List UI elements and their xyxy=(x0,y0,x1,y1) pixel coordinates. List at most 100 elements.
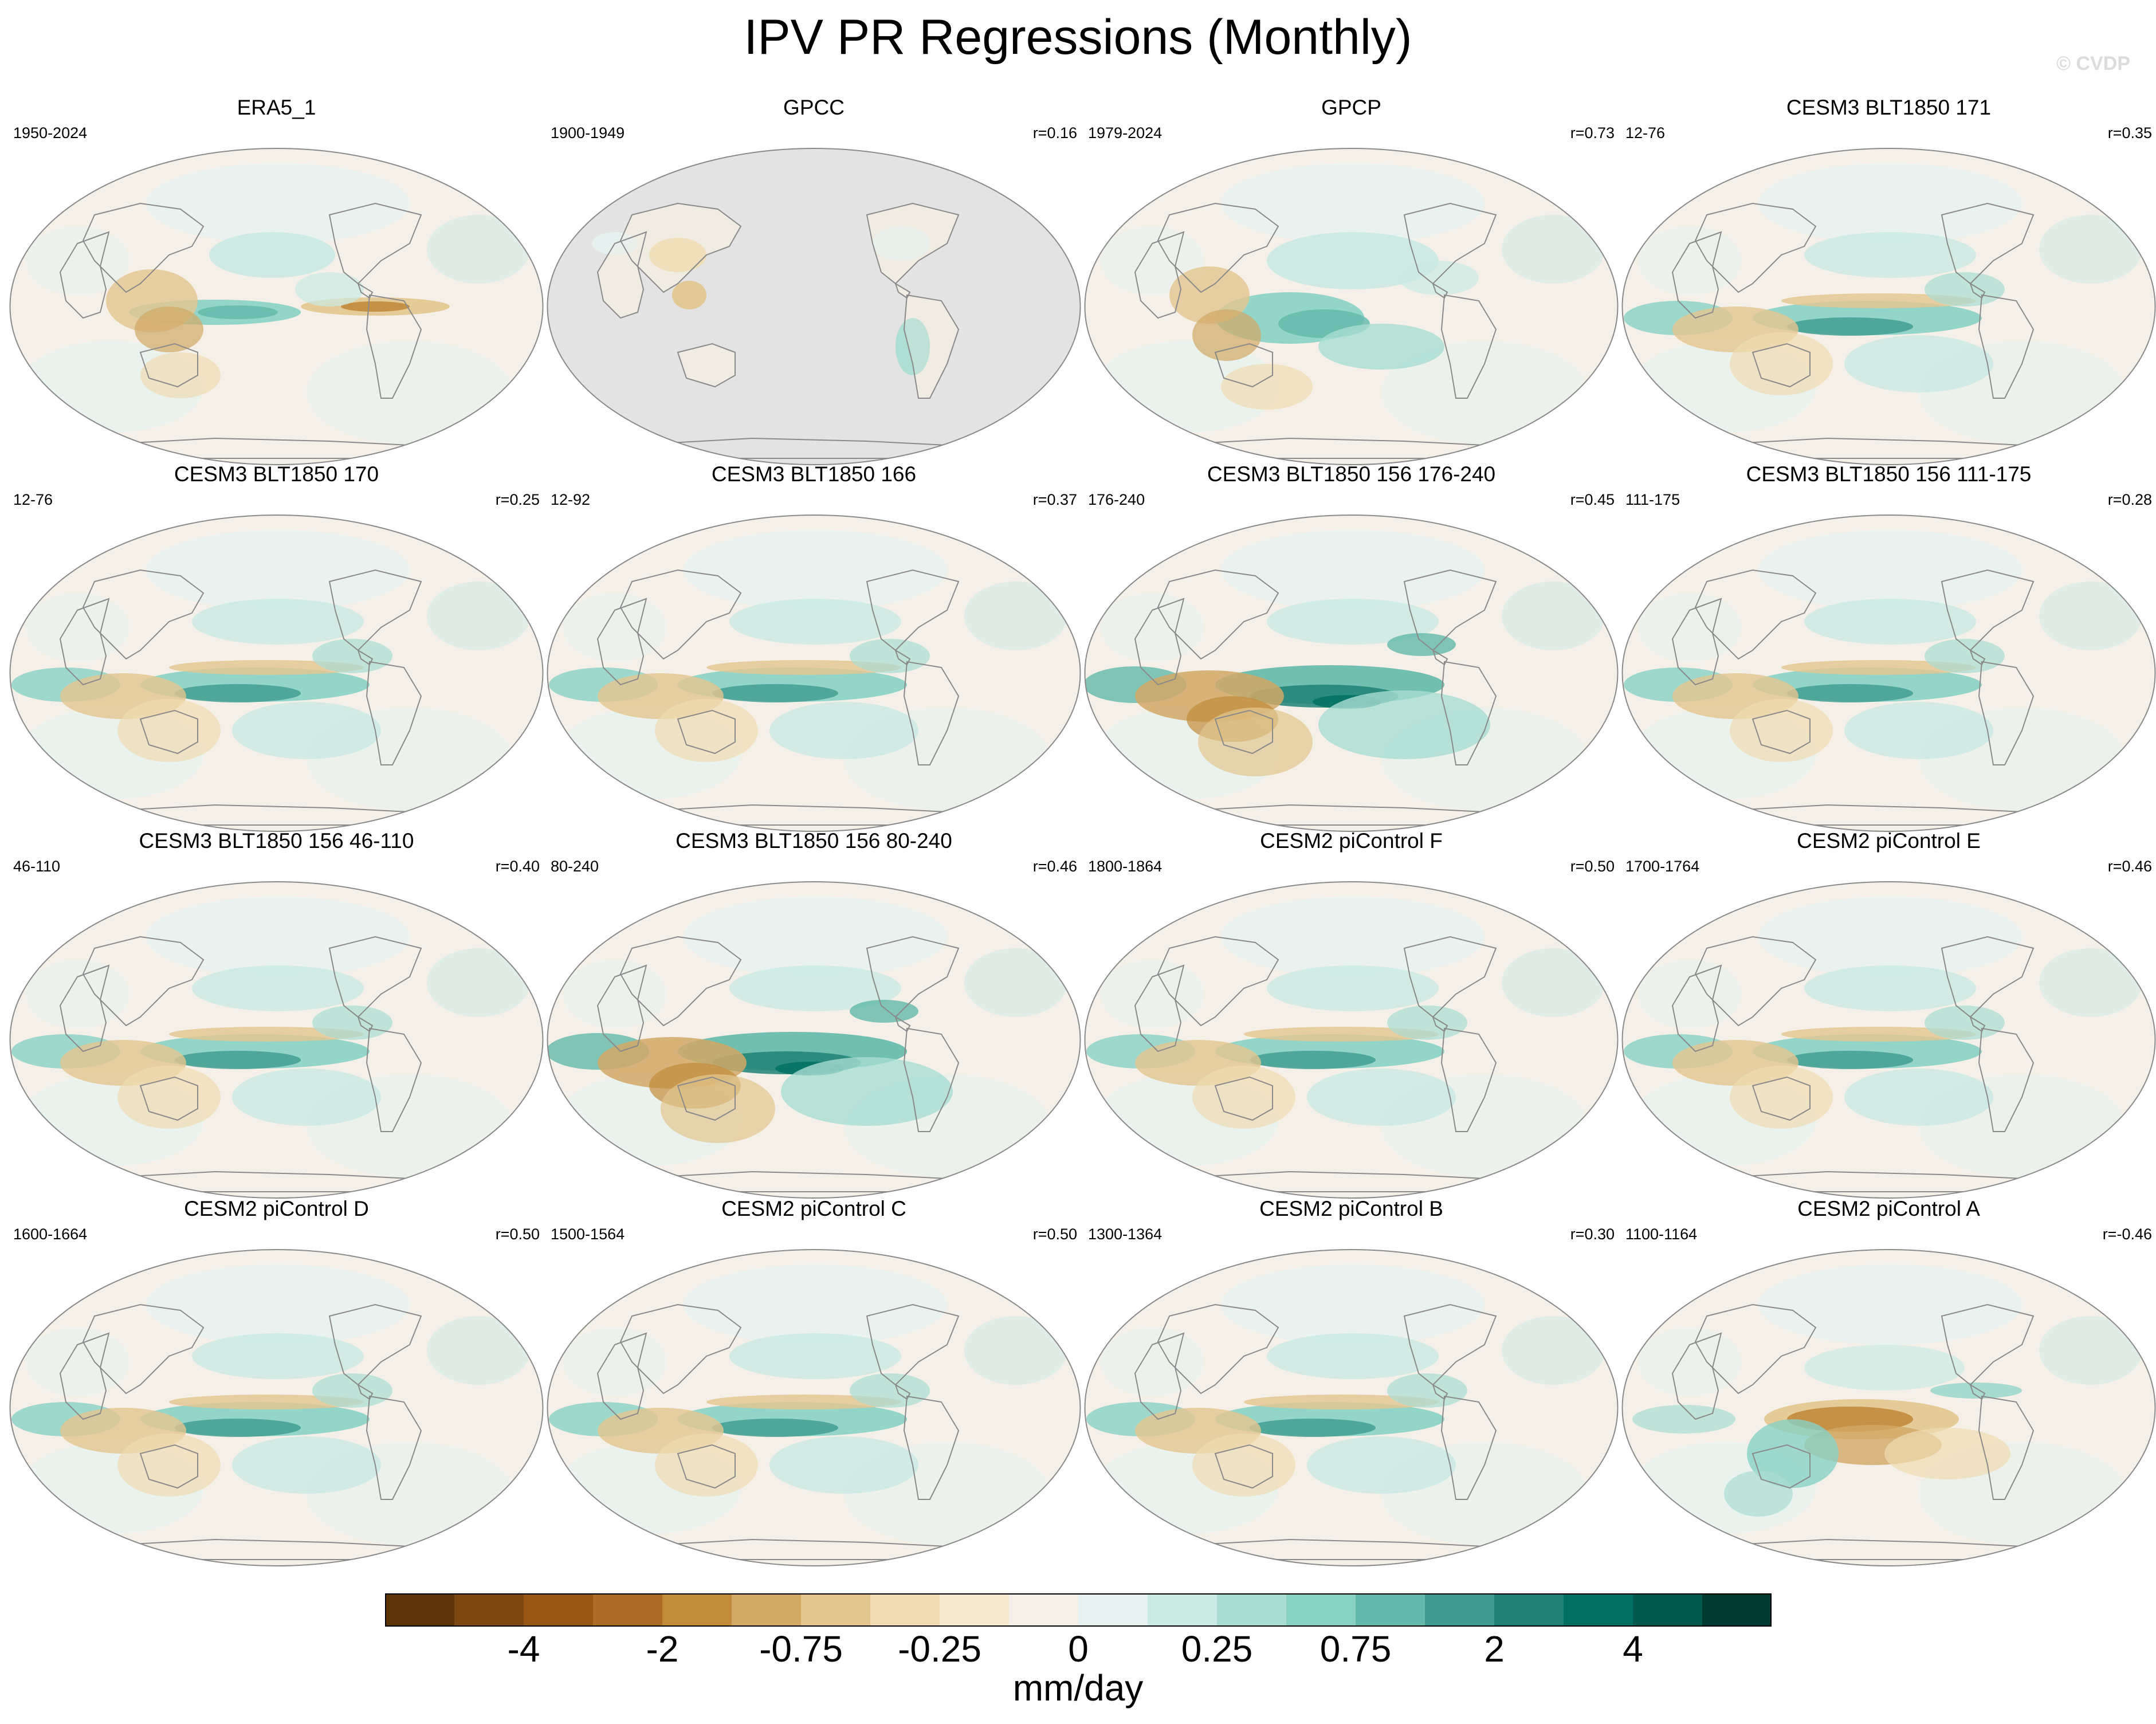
anomaly-region xyxy=(295,272,364,307)
coastline xyxy=(1694,569,1817,660)
colorbar-segment xyxy=(662,1593,732,1627)
colorbar-tick-label: -0.75 xyxy=(759,1628,843,1670)
anomaly-region xyxy=(169,1395,364,1409)
coastline xyxy=(1694,202,1817,293)
coastline xyxy=(139,1076,198,1121)
anomaly-region xyxy=(169,1027,364,1042)
anomaly-region xyxy=(1724,1471,1793,1517)
colorbar-segment xyxy=(732,1593,802,1627)
panel-correlation: r=0.35 xyxy=(2107,124,2152,142)
panel-title: CESM2 piControl B xyxy=(1259,1197,1443,1220)
anomaly-region xyxy=(146,897,410,977)
map-panel: CESM2 piControl B 1300-1364 r=0.30 xyxy=(1083,1197,1619,1568)
panel-title: CESM3 BLT1850 170 xyxy=(174,462,379,486)
coastline xyxy=(1403,936,1497,1018)
panel-correlation: r=0.46 xyxy=(1032,858,1077,875)
colorbar-segment xyxy=(1564,1593,1633,1627)
land-area xyxy=(896,284,910,298)
anomaly-region xyxy=(684,1264,947,1345)
map-panel: ERA5_1 1950-2024 xyxy=(9,96,544,467)
colorbar-segment xyxy=(1217,1593,1287,1627)
coastline xyxy=(328,1303,422,1386)
anomaly-region xyxy=(1844,702,1993,759)
colorbar-segment xyxy=(1148,1593,1218,1627)
coastline xyxy=(894,282,911,299)
map-panel: CESM3 BLT1850 166 12-92 r=0.37 xyxy=(546,462,1082,834)
panel-years: 46-110 xyxy=(13,858,61,875)
colorbar-segment xyxy=(1009,1593,1079,1627)
panel-years: 12-76 xyxy=(13,491,53,508)
anomaly-region xyxy=(1502,215,1605,284)
panel-title: CESM2 piControl C xyxy=(721,1197,906,1220)
map-panel: GPCC 1900-1949 r=0.16 xyxy=(546,96,1082,467)
panel-years: 12-92 xyxy=(551,491,591,508)
panel-title: GPCC xyxy=(783,96,845,119)
colorbar-segment xyxy=(1494,1593,1564,1627)
anomaly-region xyxy=(1787,317,1913,336)
anomaly-region xyxy=(26,1328,129,1396)
anomaly-region xyxy=(1844,335,1993,392)
panel-years: 1600-1664 xyxy=(13,1226,88,1243)
map-plot xyxy=(547,881,1081,1199)
panel-correlation: r=0.50 xyxy=(1032,1226,1077,1243)
map-border xyxy=(1084,148,1619,465)
coastline xyxy=(366,294,422,399)
colorbar-tick-label: -2 xyxy=(646,1628,679,1670)
colorbar-segment xyxy=(593,1593,663,1627)
anomaly-region xyxy=(1804,965,1976,1011)
anomaly-region xyxy=(1502,1316,1605,1385)
coastline xyxy=(59,231,110,319)
anomaly-region xyxy=(1502,948,1605,1017)
anomaly-region xyxy=(1307,1069,1456,1126)
anomaly-region xyxy=(2039,948,2142,1017)
map-border xyxy=(547,1249,1081,1566)
panel-correlation: r=0.45 xyxy=(1570,491,1615,508)
coastline xyxy=(1751,1076,1811,1121)
panel-years: 1500-1564 xyxy=(551,1226,625,1243)
anomaly-region xyxy=(1381,341,1588,444)
anomaly-region xyxy=(729,1333,901,1379)
anomaly-region xyxy=(1250,1051,1376,1069)
map-border xyxy=(547,148,1081,465)
panel-title: GPCP xyxy=(1321,96,1381,119)
anomaly-region xyxy=(1221,1264,1485,1345)
coastline xyxy=(1157,1303,1279,1395)
anomaly-region xyxy=(1318,690,1490,759)
coastline xyxy=(1440,1395,1497,1500)
panel-correlation: r=0.30 xyxy=(1570,1226,1615,1243)
anomaly-region xyxy=(427,215,530,284)
panel-years: 80-240 xyxy=(551,858,599,875)
coastline xyxy=(82,569,205,660)
anomaly-region xyxy=(964,948,1067,1017)
map-plot xyxy=(547,515,1081,832)
anomaly-region xyxy=(729,599,901,645)
coastline xyxy=(1941,1303,2035,1386)
coastline xyxy=(1978,1395,2035,1500)
map-panel: CESM3 BLT1850 171 12-76 r=0.35 xyxy=(1621,96,2156,467)
colorbar-segment xyxy=(385,1593,455,1627)
colorbar-segment xyxy=(940,1593,1010,1627)
panel-correlation: r=0.46 xyxy=(2107,858,2152,875)
anomaly-region xyxy=(192,599,364,645)
anomaly-region xyxy=(1930,1383,2022,1399)
panel-years: 176-240 xyxy=(1088,491,1145,508)
map-border xyxy=(1621,1249,2156,1566)
anomaly-region xyxy=(26,593,129,662)
anomaly-region xyxy=(672,281,706,309)
coastline xyxy=(1751,343,1811,388)
anomaly-region xyxy=(2039,582,2142,650)
anomaly-region xyxy=(684,897,947,977)
anomaly-region xyxy=(427,1316,530,1385)
map-panel: CESM2 piControl F 1800-1864 r=0.50 xyxy=(1083,829,1619,1200)
anomaly-region xyxy=(135,307,203,352)
anomaly-region xyxy=(1758,1264,2022,1345)
land-area xyxy=(678,344,735,387)
panel-title: CESM3 BLT1850 156 111-175 xyxy=(1746,462,2032,486)
chart-title: IPV PR Regressions (Monthly) xyxy=(744,10,1412,65)
panel-correlation: r=0.50 xyxy=(495,1226,540,1243)
colorbar-segment xyxy=(1633,1593,1703,1627)
anomaly-region xyxy=(1267,599,1439,645)
coastline xyxy=(596,231,647,319)
coastline xyxy=(677,1076,736,1121)
coastline xyxy=(59,1332,110,1420)
